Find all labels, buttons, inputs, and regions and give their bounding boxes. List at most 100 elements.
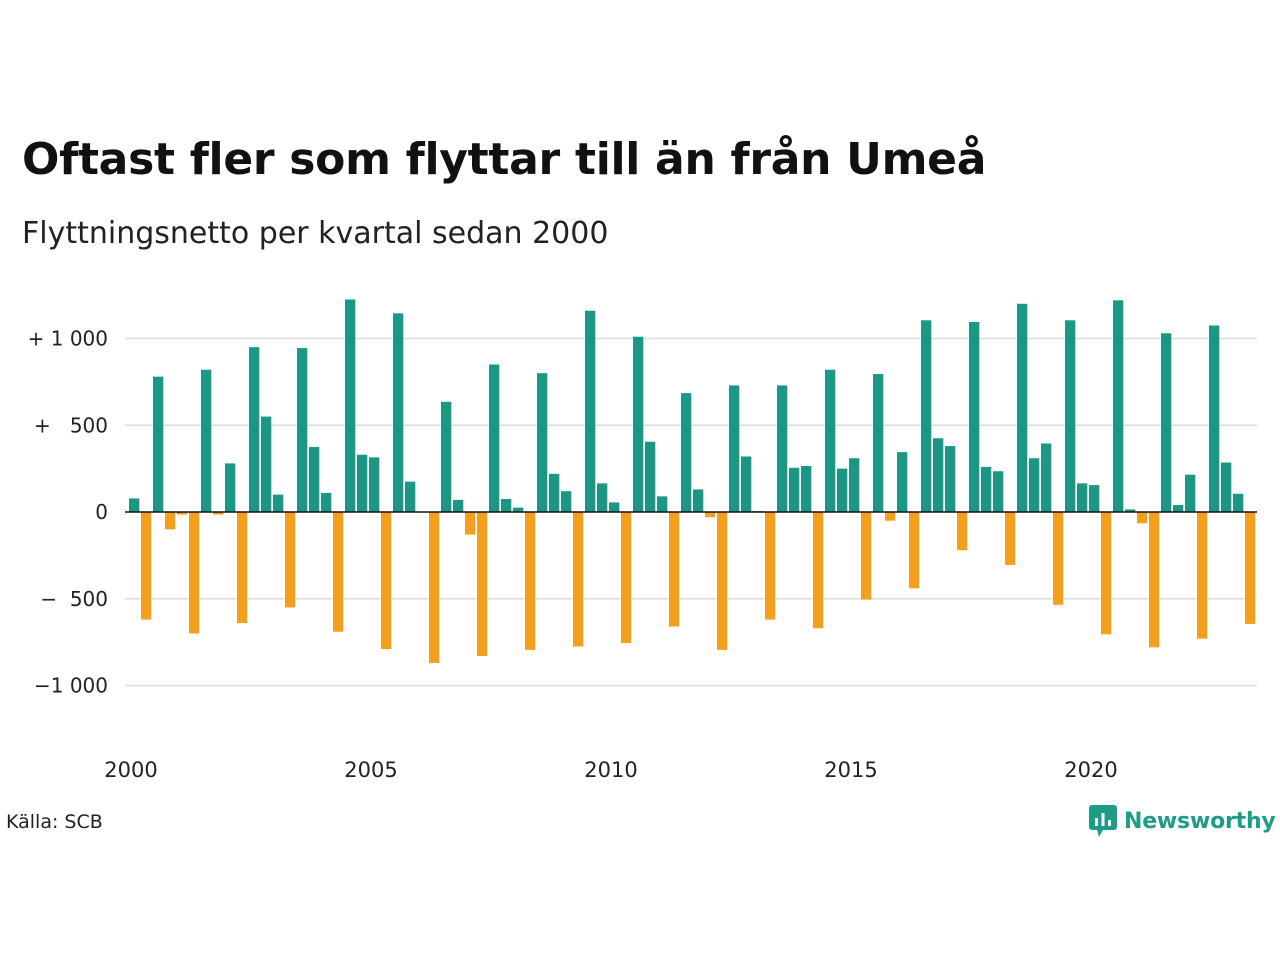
bar-2020-k1 [1089,485,1100,512]
bar-2016-k3 [921,320,932,512]
bars [129,299,1256,663]
bar-2011-k1 [657,496,668,512]
x-tick-label: 2015 [824,758,877,782]
bar-2005-k3 [393,313,404,512]
bar-2001-k4 [213,512,224,515]
bar-2000-k2 [141,512,152,620]
x-tick-label: 2020 [1064,758,1117,782]
bar-2021-k1 [1137,512,1148,524]
bar-2012-k2 [717,512,728,650]
bar-2013-k3 [777,385,788,512]
bar-2001-k3 [201,369,212,512]
bar-2017-k4 [981,466,992,512]
bar-2023-k1 [1233,493,1244,512]
brand-logo[interactable]: Newsworthy [1088,804,1276,838]
bar-2013-k4 [789,467,800,512]
y-tick-label: − 500 [40,587,108,611]
bar-2007-k4 [501,498,512,512]
bar-2005-k1 [369,457,380,512]
bar-2018-k3 [1017,303,1028,512]
bar-2010-k4 [645,441,656,512]
bar-2003-k1 [273,494,284,512]
bar-2002-k3 [249,347,260,512]
bar-2006-k2 [429,512,440,663]
bar-2012-k4 [741,456,752,512]
bar-2022-k3 [1209,325,1220,512]
x-tick-label: 2010 [584,758,637,782]
bar-2019-k2 [1053,512,1064,605]
bar-2010-k2 [621,512,632,643]
bar-2008-k2 [525,512,536,650]
bar-2002-k1 [225,463,236,512]
bar-2015-k2 [861,512,872,600]
bar-2010-k3 [633,336,644,512]
bar-2003-k3 [297,348,308,512]
bar-2001-k2 [189,512,200,634]
bar-2019-k1 [1041,443,1052,512]
bar-2011-k4 [693,489,704,512]
bar-2007-k3 [489,364,500,512]
bar-2012-k1 [705,512,716,518]
bar-2014-k3 [825,369,836,512]
bar-2011-k2 [669,512,680,627]
bar-2015-k1 [849,458,860,512]
chart-subtitle: Flyttningsnetto per kvartal sedan 2000 [22,216,609,251]
bar-2016-k4 [933,438,944,512]
bar-2007-k1 [465,512,476,535]
y-tick-label: + 500 [34,413,108,437]
brand-name: Newsworthy [1124,808,1276,834]
bar-2000-k3 [153,376,164,512]
bar-2014-k2 [813,512,824,629]
bar-2020-k4 [1125,509,1136,512]
bar-2008-k4 [549,473,560,512]
bar-2002-k2 [237,512,248,624]
bar-2020-k2 [1101,512,1112,635]
bar-2008-k3 [537,373,548,512]
x-tick-label: 2000 [104,758,157,782]
bar-2017-k1 [945,446,956,512]
bar-2001-k1 [177,512,188,515]
y-tick-label: 0 [95,500,108,524]
bar-2019-k4 [1077,483,1088,512]
bar-2003-k4 [309,446,320,512]
bar-2003-k2 [285,512,296,608]
bar-2010-k1 [609,502,620,512]
bar-2009-k3 [585,310,596,512]
bar-2011-k3 [681,393,692,512]
bar-2006-k4 [453,499,464,512]
bar-2012-k3 [729,385,740,512]
bar-2002-k4 [261,416,272,512]
bar-2017-k2 [957,512,968,551]
bar-2009-k4 [597,483,608,512]
y-tick-label: −1 000 [34,674,108,698]
bar-2005-k2 [381,512,392,650]
bar-2015-k3 [873,374,884,512]
y-axis-labels: + 1 000 + 500 0 − 500 −1 000 [28,327,108,698]
bar-2009-k2 [573,512,584,647]
bar-2005-k4 [405,481,416,512]
bar-2019-k3 [1065,320,1076,512]
bar-2004-k4 [357,454,368,512]
bar-2022-k4 [1221,462,1232,512]
bar-2015-k4 [885,512,896,521]
bar-2014-k1 [801,466,812,512]
bar-2013-k2 [765,512,776,620]
bar-2000-k1 [129,498,140,512]
bar-2008-k1 [513,507,524,512]
bar-2014-k4 [837,468,848,513]
bar-2004-k1 [321,492,332,512]
bar-2018-k2 [1005,512,1016,565]
x-axis-labels: 2000 2005 2010 2015 2020 [104,758,1117,782]
x-tick-label: 2005 [344,758,397,782]
bar-2000-k4 [165,512,176,530]
bar-2022-k2 [1197,512,1208,639]
bar-2007-k2 [477,512,488,656]
bar-2018-k1 [993,471,1004,512]
bar-2021-k3 [1161,333,1172,512]
bar-2016-k2 [909,512,920,589]
bar-2009-k1 [561,491,572,512]
bar-2021-k2 [1149,512,1160,648]
bar-2004-k3 [345,299,356,512]
source-note: Källa: SCB [6,811,103,833]
y-tick-label: + 1 000 [28,327,108,351]
